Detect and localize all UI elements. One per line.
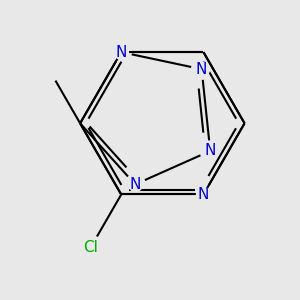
Text: Cl: Cl bbox=[83, 240, 98, 255]
Text: N: N bbox=[205, 143, 216, 158]
Text: N: N bbox=[116, 45, 127, 60]
Text: N: N bbox=[196, 62, 207, 77]
Text: N: N bbox=[198, 187, 209, 202]
Text: N: N bbox=[129, 177, 141, 192]
